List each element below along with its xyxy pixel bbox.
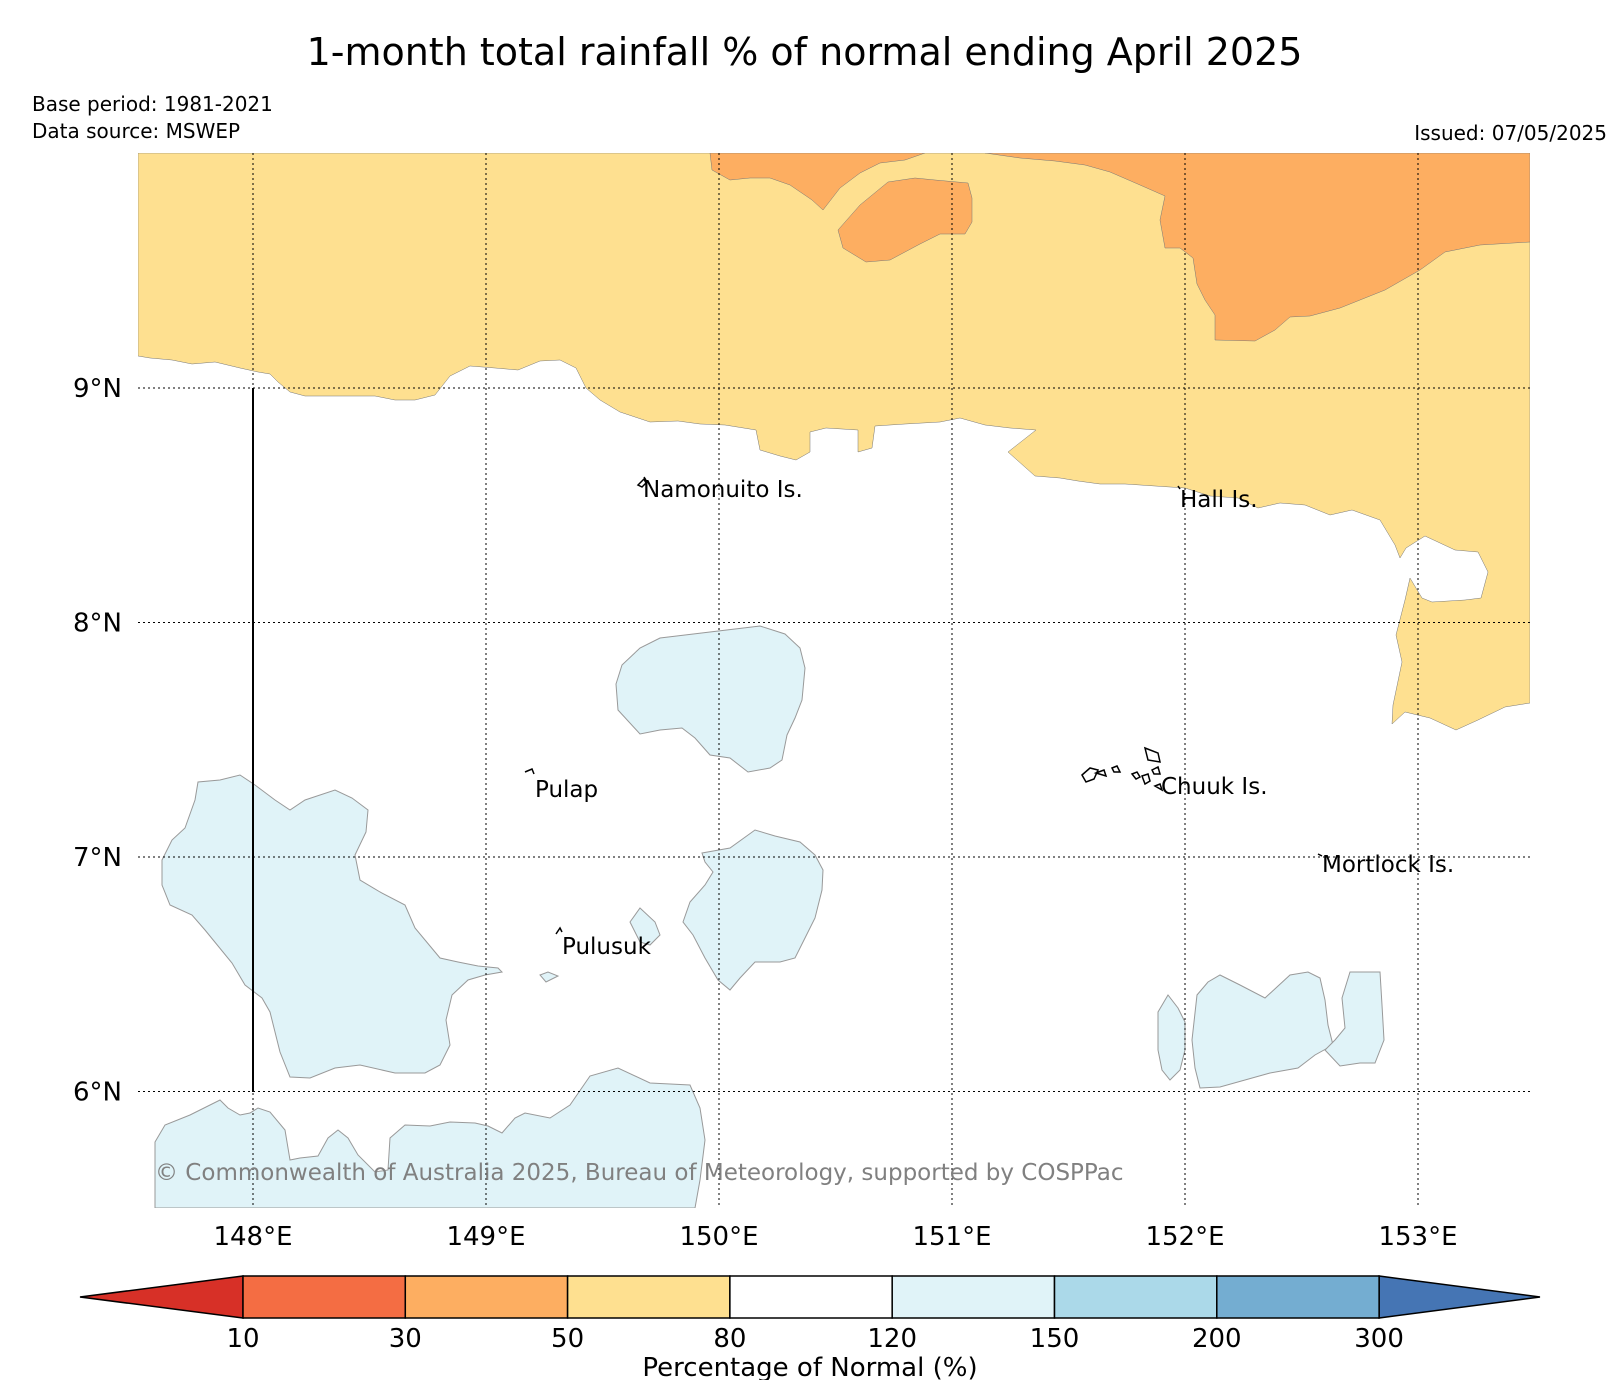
lat-tick-label: 9°N <box>73 374 122 404</box>
longitude-tick-labels: 148°E 149°E 150°E 151°E 152°E 153°E <box>213 1222 1457 1252</box>
colorbar-bin <box>566 1275 731 1319</box>
region-30-50-blob <box>837 177 973 263</box>
region-30-50-northeast <box>984 153 1530 342</box>
latitude-tick-labels: 9°N 8°N 7°N 6°N <box>73 374 122 1108</box>
colorbar-tick-label: 120 <box>867 1324 917 1354</box>
region-120-150-c <box>629 907 661 946</box>
data-source-note: Data source: MSWEP <box>32 119 241 143</box>
issued-date: Issued: 07/05/2025 <box>1414 121 1607 145</box>
lat-tick-label: 6°N <box>73 1078 122 1108</box>
colorbar: 10 30 50 80 120 150 200 300 <box>79 1275 1541 1354</box>
region-120-150-a <box>615 625 806 773</box>
colorbar-tick-label: 150 <box>1030 1324 1080 1354</box>
colorbar-tick-label: 300 <box>1354 1324 1404 1354</box>
label-hall: Hall Is. <box>1180 487 1258 513</box>
colorbar-extend-high <box>1378 1275 1541 1319</box>
colorbar-tick-label: 50 <box>551 1324 584 1354</box>
rainfall-fields <box>138 153 1530 1208</box>
copyright-notice: © Commonwealth of Australia 2025, Bureau… <box>155 1160 1124 1186</box>
colorbar-tick-label: 80 <box>713 1324 746 1354</box>
lon-tick-label: 152°E <box>1145 1222 1224 1252</box>
pulusuk-outline <box>555 926 563 935</box>
colorbar-tick-label: 10 <box>226 1324 259 1354</box>
colorbar-tick-label: 200 <box>1192 1324 1242 1354</box>
colorbar-bin <box>404 1275 569 1319</box>
hall-outline <box>1177 485 1181 490</box>
lat-tick-label: 7°N <box>73 843 122 873</box>
colorbar-bin <box>242 1275 407 1319</box>
lon-tick-label: 153°E <box>1378 1222 1457 1252</box>
label-pulusuk: Pulusuk <box>562 934 652 960</box>
colorbar-bin <box>729 1275 893 1319</box>
region-120-150-south <box>154 1067 706 1208</box>
region-120-150-b <box>682 829 824 991</box>
colorbar-tick-label: 30 <box>389 1324 422 1354</box>
base-period-note: Base period: 1981-2021 <box>32 92 273 116</box>
region-120-150-east-b <box>1191 971 1334 1089</box>
colorbar-bin <box>1053 1275 1218 1319</box>
region-120-150-east-c <box>1324 971 1385 1067</box>
colorbar-bin <box>891 1275 1056 1319</box>
mortlock-outline <box>1317 853 1323 857</box>
region-120-150-east-a <box>1157 994 1186 1081</box>
lon-tick-label: 149°E <box>446 1222 525 1252</box>
label-mortlock: Mortlock Is. <box>1322 852 1454 878</box>
namonuito-outline <box>636 476 647 488</box>
colorbar-title: Percentage of Normal (%) <box>642 1353 977 1380</box>
lon-tick-label: 148°E <box>213 1222 292 1252</box>
region-120-150-d <box>539 971 560 983</box>
lon-tick-label: 151°E <box>912 1222 991 1252</box>
region-30-50-upper <box>709 153 926 211</box>
colorbar-bin <box>1216 1275 1380 1319</box>
lat-tick-label: 8°N <box>73 609 122 639</box>
pulap-outline <box>524 768 535 775</box>
label-pulap: Pulap <box>535 777 598 803</box>
colorbar-extend-low <box>79 1275 244 1319</box>
label-namonuito: Namonuito Is. <box>643 477 803 503</box>
map-title: 1-month total rainfall % of normal endin… <box>306 30 1303 74</box>
graticule <box>138 153 1530 1208</box>
region-120-150-west <box>161 774 504 1079</box>
island-outlines <box>524 476 1323 935</box>
lon-tick-label: 150°E <box>679 1222 758 1252</box>
label-chuuk: Chuuk Is. <box>1161 774 1268 800</box>
chuuk-outline <box>1081 746 1164 792</box>
region-50-80-north <box>138 153 1530 731</box>
